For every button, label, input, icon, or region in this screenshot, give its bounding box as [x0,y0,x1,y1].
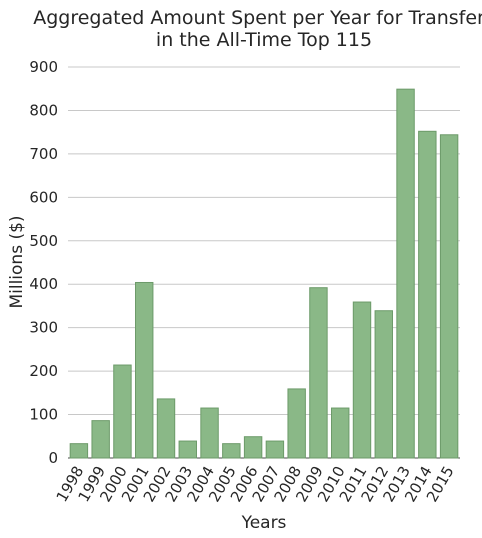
bars [69,88,459,459]
grid-lines [68,66,460,459]
y-tick-label: 900 [29,58,58,76]
bar-2001 [135,281,154,459]
bar-2004 [200,407,219,459]
bar-2006 [243,436,263,459]
y-tick-labels: 0 100 200 300 400 500 600 700 800 900 [29,58,58,467]
bar-2003 [178,440,197,459]
y-tick-label: 200 [29,362,58,380]
y-tick-label: 800 [29,101,58,119]
bar-2009 [309,287,328,459]
y-tick-label: 400 [29,275,58,293]
bar-2013 [396,88,415,459]
bar-2007 [265,440,285,459]
bar-2015 [439,134,459,459]
bar-2014 [418,130,437,459]
y-tick-label: 600 [29,188,58,206]
bar-2011 [352,301,372,459]
x-axis-label: Years [241,513,287,533]
y-tick-label: 300 [29,319,58,337]
bar-2002 [156,398,176,459]
bar-2005 [222,443,241,459]
bar-2010 [331,407,350,459]
y-tick-label: 100 [29,406,58,424]
y-tick-label: 700 [29,145,58,163]
bar-2012 [374,310,393,459]
bar-1999 [91,420,110,459]
y-axis-label: Millions ($) [7,215,27,308]
y-tick-label: 0 [48,449,58,467]
y-tick-label: 500 [29,232,58,250]
x-tick-labels: 1998199920002001200220032004200520062007… [53,463,458,505]
chart-title-line-1: Aggregated Amount Spent per Year for Tra… [33,7,482,29]
bar-2000 [113,364,132,459]
bar-1998 [69,443,89,459]
chart-title-line-2: in the All-Time Top 115 [156,29,372,51]
bar-2008 [287,388,306,459]
